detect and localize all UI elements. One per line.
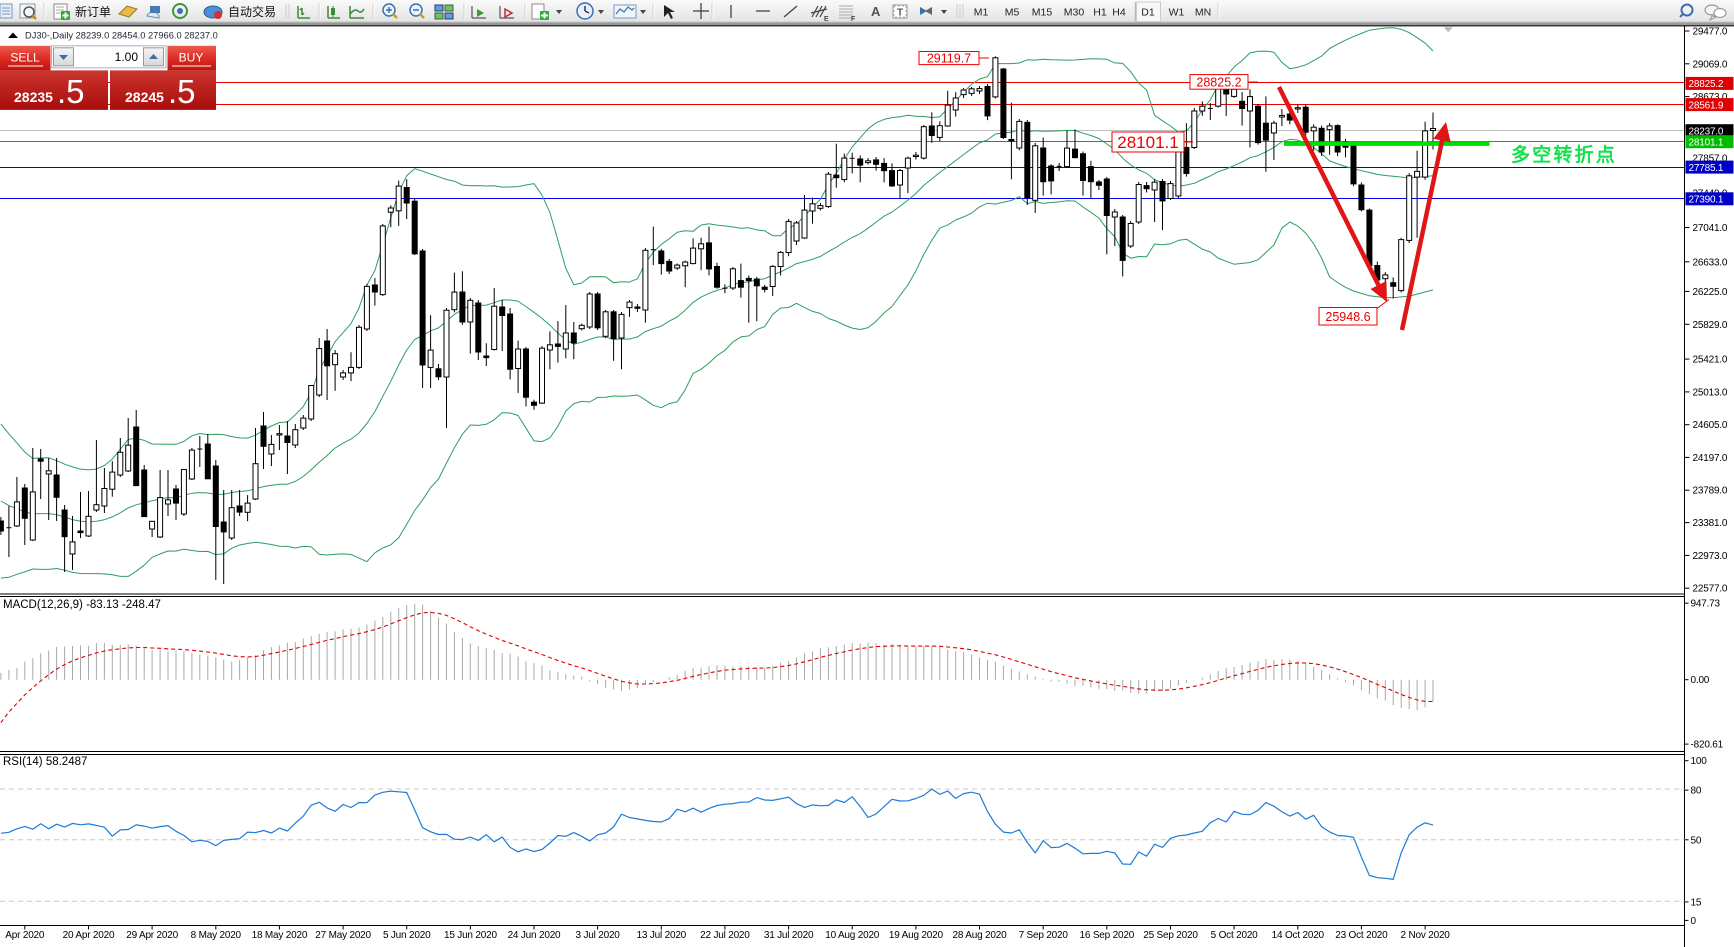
svg-text:80: 80	[1691, 786, 1702, 797]
svg-text:8 May 2020: 8 May 2020	[191, 930, 242, 941]
svg-text:MACD(12,26,9) -83.13 -248.47: MACD(12,26,9) -83.13 -248.47	[3, 599, 161, 611]
svg-text:25421.0: 25421.0	[1693, 355, 1728, 366]
svg-text:947.73: 947.73	[1691, 599, 1721, 610]
svg-text:10 Aug 2020: 10 Aug 2020	[825, 930, 880, 941]
svg-text:13 Jul 2020: 13 Jul 2020	[637, 930, 687, 941]
svg-text:M15: M15	[1032, 7, 1053, 19]
svg-text:Apr 2020: Apr 2020	[5, 930, 45, 941]
svg-text:27 May 2020: 27 May 2020	[315, 930, 371, 941]
svg-text:28 Aug 2020: 28 Aug 2020	[953, 930, 1008, 941]
svg-text:22 Jul 2020: 22 Jul 2020	[700, 930, 750, 941]
svg-text:D1: D1	[1141, 7, 1155, 19]
svg-text:28101.1: 28101.1	[1689, 138, 1724, 149]
svg-text:.5: .5	[57, 73, 85, 110]
svg-text:31 Jul 2020: 31 Jul 2020	[764, 930, 814, 941]
svg-text:19 Aug 2020: 19 Aug 2020	[889, 930, 944, 941]
svg-text:29 Apr 2020: 29 Apr 2020	[126, 930, 178, 941]
svg-text:29119.7: 29119.7	[927, 52, 971, 66]
svg-text:23789.0: 23789.0	[1693, 486, 1728, 497]
svg-text:50: 50	[1691, 835, 1702, 846]
svg-text:.5: .5	[168, 73, 196, 110]
svg-text:T: T	[897, 8, 903, 19]
svg-text:0.00: 0.00	[1691, 675, 1710, 686]
svg-text:26633.0: 26633.0	[1693, 257, 1728, 268]
svg-text:28673.0: 28673.0	[1693, 92, 1728, 103]
svg-text:7 Sep 2020: 7 Sep 2020	[1019, 930, 1069, 941]
svg-text:22577.0: 22577.0	[1693, 584, 1728, 595]
svg-text:26225.0: 26225.0	[1693, 287, 1728, 298]
svg-text:F: F	[851, 16, 855, 23]
svg-text:27041.0: 27041.0	[1693, 223, 1728, 234]
svg-text:MN: MN	[1195, 7, 1211, 19]
svg-text:25 Sep 2020: 25 Sep 2020	[1143, 930, 1198, 941]
svg-text:22973.0: 22973.0	[1693, 551, 1728, 562]
svg-text:20 Apr 2020: 20 Apr 2020	[63, 930, 115, 941]
svg-text:29069.0: 29069.0	[1693, 59, 1728, 70]
svg-text:M5: M5	[1005, 7, 1020, 19]
svg-text:23 Oct 2020: 23 Oct 2020	[1335, 930, 1388, 941]
svg-text:25013.0: 25013.0	[1693, 387, 1728, 398]
svg-text:25829.0: 25829.0	[1693, 320, 1728, 331]
svg-text:24605.0: 24605.0	[1693, 420, 1728, 431]
svg-text:100: 100	[1691, 756, 1708, 767]
svg-text:RSI(14) 58.2487: RSI(14) 58.2487	[3, 756, 87, 768]
svg-text:23381.0: 23381.0	[1693, 518, 1728, 529]
svg-text:M1: M1	[974, 7, 989, 19]
svg-text:新订单: 新订单	[75, 4, 111, 19]
svg-text:DJ30-,Daily 28239.0 28454.0 2: DJ30-,Daily 28239.0 28454.0 27966.0 2823…	[25, 31, 218, 41]
svg-text:28561.9: 28561.9	[1689, 100, 1724, 111]
svg-text:自动交易: 自动交易	[228, 4, 276, 19]
svg-text:H4: H4	[1112, 7, 1126, 19]
svg-text:0: 0	[1691, 916, 1697, 927]
svg-text:24197.0: 24197.0	[1693, 453, 1728, 464]
svg-text:BUY: BUY	[179, 51, 204, 65]
svg-text:27390.1: 27390.1	[1689, 195, 1724, 206]
svg-text:28235: 28235	[14, 89, 53, 105]
svg-text:H1: H1	[1093, 7, 1107, 19]
svg-text:24 Jun 2020: 24 Jun 2020	[508, 930, 561, 941]
svg-text:15 Jun 2020: 15 Jun 2020	[444, 930, 497, 941]
svg-text:28245: 28245	[125, 89, 164, 105]
svg-text:18 May 2020: 18 May 2020	[252, 930, 308, 941]
svg-text:14 Oct 2020: 14 Oct 2020	[1272, 930, 1325, 941]
svg-text:28237.0: 28237.0	[1689, 127, 1724, 138]
svg-text:27785.1: 27785.1	[1689, 163, 1724, 174]
svg-text:-820.61: -820.61	[1691, 740, 1724, 751]
svg-text:多空转折点: 多空转折点	[1511, 143, 1617, 166]
svg-text:16 Sep 2020: 16 Sep 2020	[1080, 930, 1135, 941]
svg-text:5 Oct 2020: 5 Oct 2020	[1211, 930, 1259, 941]
svg-text:28825.2: 28825.2	[1196, 75, 1241, 89]
svg-text:1.00: 1.00	[115, 50, 139, 64]
svg-text:25948.6: 25948.6	[1325, 310, 1370, 324]
svg-text:M30: M30	[1064, 7, 1085, 19]
svg-text:SELL: SELL	[10, 51, 40, 65]
svg-text:28825.2: 28825.2	[1689, 79, 1724, 90]
svg-text:E: E	[824, 16, 829, 23]
svg-text:2 Nov 2020: 2 Nov 2020	[1401, 930, 1451, 941]
svg-text:5 Jun 2020: 5 Jun 2020	[383, 930, 431, 941]
svg-text:29477.0: 29477.0	[1693, 27, 1728, 38]
svg-text:28101.1: 28101.1	[1117, 133, 1178, 152]
svg-text:3 Jul 2020: 3 Jul 2020	[576, 930, 621, 941]
svg-text:27857.0: 27857.0	[1693, 154, 1728, 165]
svg-text:15: 15	[1691, 897, 1702, 908]
svg-text:W1: W1	[1169, 7, 1185, 19]
svg-text:A: A	[871, 4, 881, 19]
